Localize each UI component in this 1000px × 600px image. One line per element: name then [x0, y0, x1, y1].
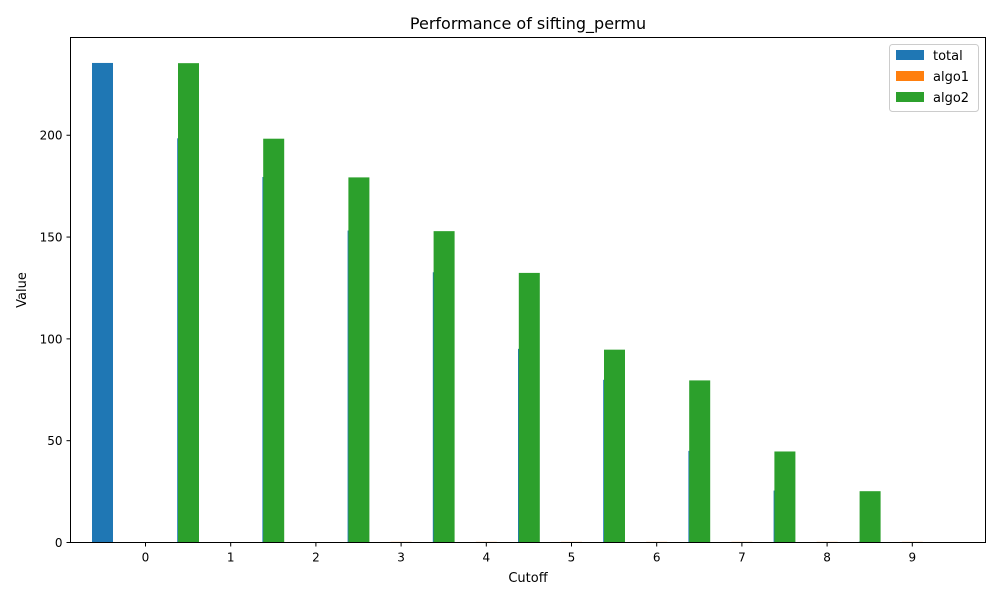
legend-label-algo2: algo2	[933, 91, 969, 106]
bars-group	[92, 62, 923, 543]
x-tick-label: 8	[823, 551, 831, 565]
x-tick-label: 7	[738, 551, 746, 565]
legend-swatch-algo2	[896, 92, 924, 102]
bar-algo2-4	[518, 272, 540, 543]
legend-swatch-total	[896, 50, 924, 60]
bar-algo2-6	[689, 380, 711, 543]
x-tick-label: 0	[142, 551, 150, 565]
y-tick-label: 100	[40, 332, 63, 346]
bar-total-0	[92, 62, 113, 543]
x-tick-label: 1	[227, 551, 235, 565]
bar-algo2-1	[263, 138, 285, 543]
bar-algo2-3	[433, 231, 455, 543]
x-tick-label: 4	[482, 551, 490, 565]
x-tick-label: 9	[908, 551, 916, 565]
x-tick-label: 6	[653, 551, 661, 565]
legend-label-algo1: algo1	[933, 70, 969, 85]
y-tick-label: 150	[40, 231, 63, 245]
bar-algo2-2	[348, 177, 370, 543]
x-tick-label: 3	[397, 551, 405, 565]
bar-algo2-8	[859, 491, 881, 543]
x-axis-label: Cutoff	[508, 571, 548, 586]
legend-label-total: total	[933, 49, 963, 64]
legend-swatch-algo1	[896, 71, 924, 81]
chart-title: Performance of sifting_permu	[410, 14, 646, 34]
y-tick-label: 0	[55, 536, 63, 550]
bar-algo2-7	[774, 451, 796, 543]
plot-frame	[70, 37, 986, 543]
y-tick-label: 50	[47, 434, 62, 448]
x-tick-label: 2	[312, 551, 320, 565]
bar-algo2-5	[604, 349, 625, 543]
x-axis-ticks: 0 1 2 3 4 5 6 7 8 9	[142, 542, 916, 565]
y-axis-label: Value	[15, 272, 30, 308]
y-tick-label: 200	[40, 129, 63, 143]
legend: total algo1 algo2	[889, 44, 979, 112]
bar-algo2-0	[178, 63, 199, 543]
x-tick-label: 5	[568, 551, 576, 565]
y-axis-ticks: 0 50 100 150 200	[40, 129, 71, 550]
